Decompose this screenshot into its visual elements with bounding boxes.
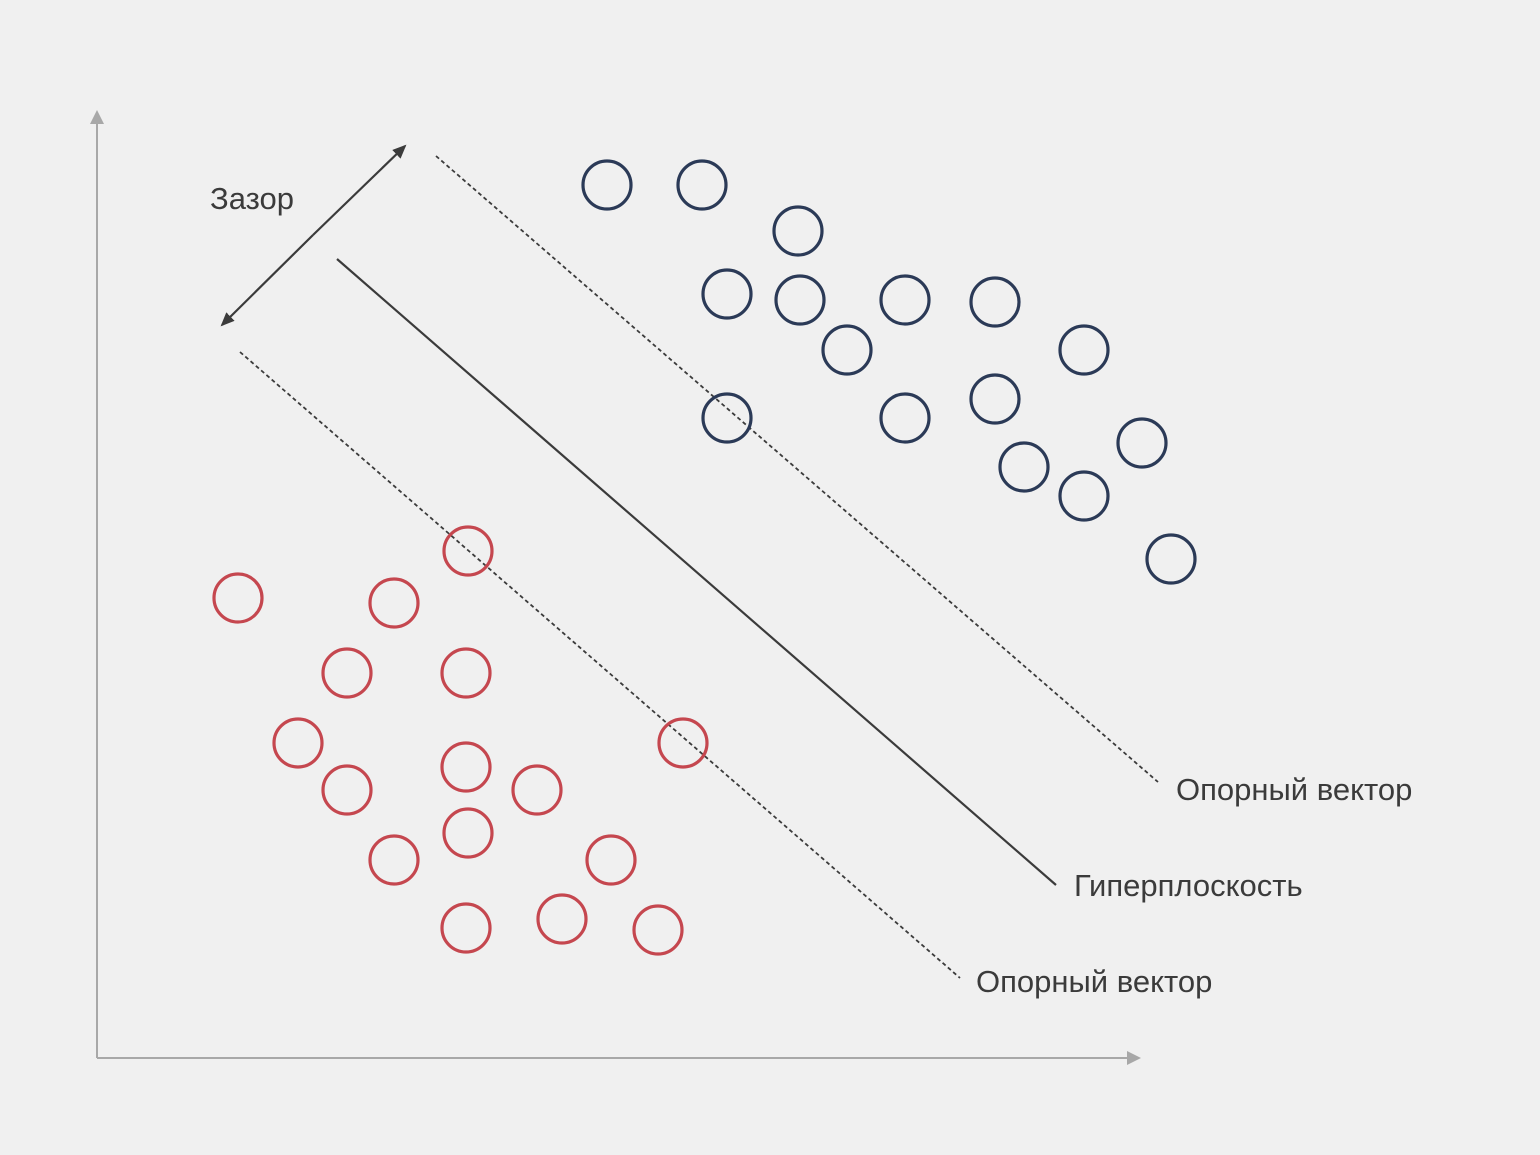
red-point xyxy=(321,647,373,699)
support-vector-line-bottom xyxy=(239,351,961,979)
red-point xyxy=(585,834,637,886)
red-class-points xyxy=(212,525,709,956)
blue-point xyxy=(1116,417,1168,469)
red-point xyxy=(368,834,420,886)
support-vector-label-bottom: Опорный вектор xyxy=(976,964,1212,999)
blue-point xyxy=(879,392,931,444)
blue-point xyxy=(998,441,1050,493)
blue-point xyxy=(1145,533,1197,585)
red-point xyxy=(440,647,492,699)
blue-point xyxy=(676,159,728,211)
support-vector-line-top xyxy=(435,155,1159,783)
blue-point xyxy=(1058,470,1110,522)
red-point xyxy=(511,764,563,816)
blue-point xyxy=(879,274,931,326)
margin-arrow-lower xyxy=(220,234,314,327)
red-point xyxy=(368,577,420,629)
margin-arrow xyxy=(312,144,407,236)
blue-point xyxy=(701,392,753,444)
blue-point xyxy=(774,274,826,326)
blue-point xyxy=(969,373,1021,425)
red-point xyxy=(632,904,684,956)
margin-label: Зазор xyxy=(210,181,294,216)
red-point xyxy=(442,807,494,859)
red-point xyxy=(442,525,494,577)
blue-point xyxy=(821,324,873,376)
red-point xyxy=(536,893,588,945)
hyperplane-line xyxy=(336,258,1057,886)
blue-point xyxy=(701,268,753,320)
blue-point xyxy=(969,276,1021,328)
red-point xyxy=(321,764,373,816)
red-point xyxy=(212,572,264,624)
hyperplane-label: Гиперплоскость xyxy=(1074,868,1303,903)
blue-point xyxy=(1058,324,1110,376)
blue-class-points xyxy=(581,159,1197,585)
support-vector-label-top: Опорный вектор xyxy=(1176,772,1412,807)
red-point xyxy=(272,717,324,769)
red-point xyxy=(440,741,492,793)
blue-point xyxy=(772,205,824,257)
red-point xyxy=(440,902,492,954)
blue-point xyxy=(581,159,633,211)
red-point xyxy=(657,717,709,769)
